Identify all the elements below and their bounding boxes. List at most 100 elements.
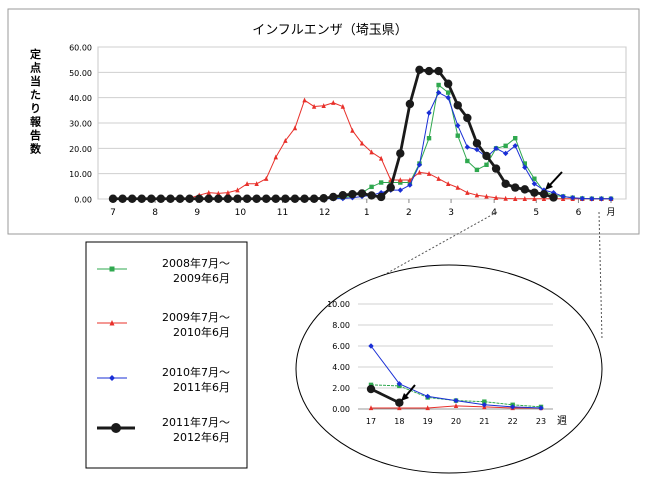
main-data-point	[541, 196, 547, 201]
main-data-point	[396, 149, 405, 158]
legend-label-line2: 2010年6月	[173, 325, 230, 339]
main-x-tick-label: 6	[576, 208, 582, 218]
main-x-tick-label: 3	[448, 208, 454, 218]
main-data-point	[223, 194, 233, 203]
inset-y-tick-label: 4.00	[332, 363, 350, 372]
inset-y-tick-label: 6.00	[332, 342, 350, 351]
main-data-point	[532, 196, 537, 201]
main-data-point	[340, 103, 346, 109]
main-data-point	[235, 187, 240, 193]
main-data-point	[108, 194, 118, 203]
main-x-tick-label: 2	[406, 208, 412, 218]
main-data-point	[369, 149, 374, 155]
main-data-point	[474, 146, 480, 153]
main-x-tick-label: 1	[364, 208, 370, 218]
legend-label-line1: 2011年7月～	[162, 415, 230, 429]
zoom-connector-right	[598, 211, 603, 341]
main-data-point	[455, 133, 460, 138]
inset-x-tick-label: 21	[479, 417, 489, 426]
inset-x-tick-label: 17	[366, 417, 376, 426]
inset-data-point	[425, 405, 430, 411]
main-data-point	[522, 164, 528, 171]
main-data-point	[156, 194, 166, 203]
legend-label-line2: 2011年6月	[173, 380, 230, 394]
main-data-point	[434, 66, 443, 76]
main-data-point	[407, 177, 413, 183]
main-data-point	[502, 150, 509, 157]
legend-label-line1: 2010年7月～	[162, 365, 230, 379]
main-data-point	[589, 196, 595, 202]
inset-data-point	[396, 381, 403, 387]
inset-data-point	[509, 404, 516, 410]
main-data-point	[522, 196, 528, 201]
main-data-point	[331, 100, 336, 105]
inset-data-point	[424, 393, 431, 400]
inset-x-tick-label: 20	[451, 417, 461, 426]
main-x-tick-label: 8	[152, 208, 158, 218]
main-data-point	[204, 194, 213, 203]
main-data-point	[262, 194, 271, 203]
main-data-point	[225, 189, 231, 195]
main-data-point	[532, 176, 537, 181]
main-x-tick-label: 10	[235, 208, 247, 218]
main-data-point	[522, 161, 528, 166]
main-data-point	[367, 191, 376, 200]
main-data-point	[560, 193, 566, 200]
main-data-point	[407, 182, 413, 188]
main-data-point	[321, 103, 326, 108]
inset-data-point	[481, 402, 488, 408]
main-x-tick-label: 11	[277, 208, 288, 218]
main-arrow-icon	[545, 171, 563, 190]
main-data-point	[465, 158, 470, 164]
legend-marker-icon	[109, 266, 115, 272]
main-y-tick-label: 10.00	[69, 170, 92, 179]
inset-y-tick-label: 10.00	[327, 300, 350, 309]
main-data-point	[216, 190, 221, 196]
main-data-point	[206, 189, 211, 195]
main-y-axis-label: 定点当たり報告数	[30, 47, 42, 156]
main-y-tick-label: 20.00	[69, 145, 92, 154]
main-data-point	[539, 189, 549, 199]
main-data-point	[273, 154, 279, 160]
main-x-tick-label: 7	[110, 208, 116, 218]
main-data-point	[426, 110, 432, 116]
main-data-point	[503, 195, 508, 201]
main-data-point	[417, 169, 422, 175]
main-data-point	[426, 136, 432, 141]
inset-x-tick-label: 23	[536, 417, 546, 426]
main-data-point	[233, 194, 242, 203]
main-data-point	[482, 151, 491, 161]
main-data-point	[501, 179, 510, 188]
main-data-point	[376, 192, 386, 202]
main-data-point	[137, 194, 146, 203]
main-data-point	[194, 194, 204, 203]
main-data-point	[415, 65, 424, 75]
main-y-tick-label: 40.00	[69, 94, 92, 103]
inset-data-point	[368, 405, 374, 411]
main-data-point	[252, 194, 261, 203]
main-data-point	[214, 194, 223, 203]
main-data-point	[455, 122, 461, 129]
main-data-point	[244, 181, 250, 186]
main-data-point	[436, 176, 441, 181]
main-data-point	[453, 101, 462, 110]
main-data-point	[511, 183, 520, 192]
main-data-point	[386, 183, 395, 192]
main-data-point	[579, 195, 585, 202]
inset-data-point	[397, 405, 402, 411]
inset-x-tick-label: 19	[423, 417, 433, 426]
legend-label-line1: 2008年7月～	[162, 256, 230, 270]
legend-label-line1: 2009年7月～	[162, 310, 230, 324]
main-data-point	[378, 155, 384, 161]
main-data-point	[436, 82, 441, 88]
main-data-point	[424, 66, 434, 76]
main-data-point	[512, 143, 518, 149]
main-data-point	[445, 181, 451, 186]
inset-data-point	[368, 343, 374, 349]
main-x-tick-label: 12	[319, 208, 330, 218]
main-data-point	[264, 176, 269, 181]
main-data-point	[484, 162, 489, 167]
main-y-tick-label: 0.00	[74, 196, 92, 205]
main-data-point	[292, 125, 298, 131]
main-y-tick-label: 60.00	[69, 44, 92, 53]
